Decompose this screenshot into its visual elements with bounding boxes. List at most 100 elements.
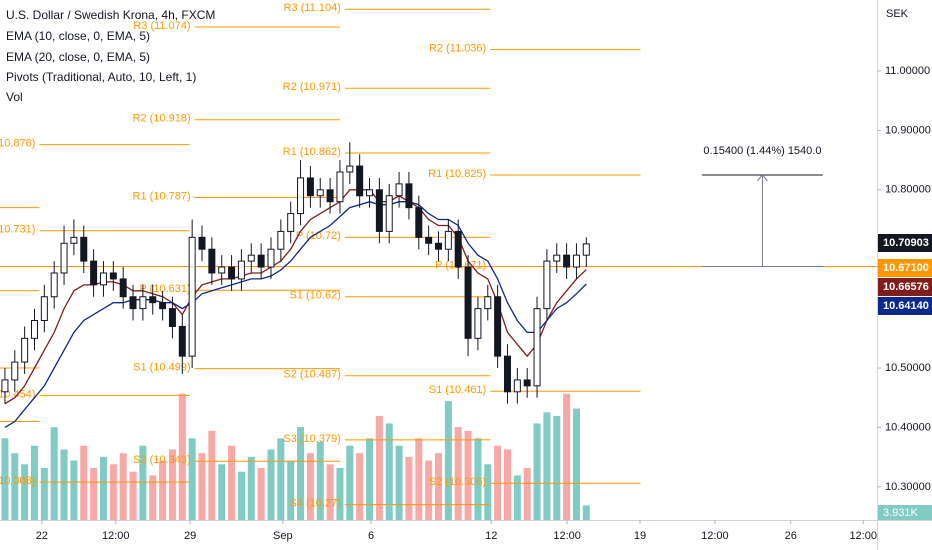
volume-bar [346, 445, 354, 520]
candle-body [444, 230, 452, 250]
candle-body [247, 254, 255, 262]
volume-bar [109, 464, 117, 520]
candle-body [435, 242, 442, 250]
volume-bar [208, 430, 216, 520]
x-tick-label: 12:00 [701, 530, 729, 542]
candle-body [198, 236, 206, 250]
candle-body [159, 302, 167, 310]
candle-body [464, 266, 472, 339]
volume-tag-label: 3.931K [883, 507, 919, 519]
volume-bar [385, 423, 393, 520]
pivot-label: S2 (10.308) [0, 475, 35, 487]
volume-bar [237, 471, 245, 520]
price-tag-label: 10.67100 [883, 262, 929, 274]
x-tick-label: 19 [634, 530, 646, 542]
candle-body [415, 207, 423, 238]
volume-bar [582, 505, 590, 520]
volume-bar [572, 408, 580, 520]
volume-bar [50, 427, 58, 520]
x-tick-label: 12:00 [102, 530, 130, 542]
volume-bar [40, 468, 48, 520]
volume-bar [287, 460, 295, 520]
candle-body [533, 308, 541, 387]
candle-body [188, 236, 196, 357]
volume-bar [543, 412, 551, 520]
volume-bar [356, 453, 364, 520]
candle-body [316, 189, 324, 197]
volume-bar [533, 423, 541, 520]
y-tick-label: 11.00000 [885, 65, 930, 77]
candle-body [178, 325, 186, 357]
legend-entry: EMA (20, close, 0, EMA, 5) [6, 50, 150, 64]
candle-body [208, 248, 216, 274]
candle-body [1, 379, 9, 393]
volume-bar [425, 460, 433, 520]
candle-body [543, 260, 551, 310]
price-tag-label: 10.66576 [883, 281, 929, 293]
volume-bar [198, 453, 206, 520]
volume-bar [60, 449, 68, 520]
plot-area: R1 (10.876)P (10.731)S1 (10.454)S2 (10.3… [0, 2, 877, 520]
candle-body [267, 248, 275, 268]
volume-bar [395, 445, 403, 520]
volume-bar [21, 464, 29, 520]
volume-bar [70, 460, 78, 520]
pivot-label: P (10.72) [296, 230, 341, 242]
pivot-label: R1 (10.862) [283, 146, 341, 158]
volume-bar [375, 416, 383, 520]
volume-bar [306, 453, 314, 520]
pivot-label: R3 (11.074) [133, 20, 190, 32]
volume-bar [484, 464, 492, 520]
candle-body [99, 272, 107, 286]
volume-bar [366, 438, 374, 520]
volume-bar [178, 393, 186, 520]
volume-bar [188, 438, 196, 520]
pivot-label: S3 (10.379) [283, 433, 340, 445]
candle-body [385, 195, 393, 232]
candle-body [563, 254, 571, 268]
candle-body [474, 308, 482, 339]
legend-entry: EMA (10, close, 0, EMA, 5) [6, 29, 150, 43]
price-tag [878, 278, 932, 296]
candle-body [356, 165, 364, 197]
candle-body [297, 177, 305, 215]
volume-bar [159, 460, 167, 520]
candle-body [40, 296, 48, 322]
candle-body [90, 260, 98, 286]
volume-bar [277, 438, 285, 520]
candle-body [326, 189, 334, 203]
x-tick-label: 12:00 [553, 530, 581, 542]
pivot-label: R1 (10.876) [0, 138, 35, 150]
candle-body [366, 189, 374, 197]
price-tag [878, 234, 932, 252]
pivot-label: P (10.631) [139, 283, 190, 295]
volume-bar [336, 468, 344, 520]
measure-arrowhead [757, 174, 768, 182]
candle-body [494, 296, 502, 357]
pivot-label: S1 (10.499) [133, 362, 190, 374]
volume-bar [326, 464, 334, 520]
candle-body [228, 266, 236, 280]
volume-bar [523, 468, 531, 520]
candle-body [513, 379, 521, 393]
volume-bar [454, 427, 462, 520]
candle-body [168, 308, 176, 327]
ema-line [4, 201, 587, 428]
pivot-label: S2 (10.306) [429, 476, 486, 488]
x-tick-label: 22 [36, 530, 48, 542]
x-tick-label: 29 [184, 530, 196, 542]
currency: SEK [886, 8, 909, 20]
volume-bar [149, 475, 157, 520]
candle-body [80, 236, 88, 262]
volume-bar [129, 471, 137, 520]
x-tick-label: 6 [368, 530, 374, 542]
price-tag [878, 259, 932, 277]
y-tick-label: 10.80000 [885, 184, 931, 196]
volume-bar [139, 445, 147, 520]
volume-bar [297, 427, 305, 520]
candle-body [553, 254, 561, 262]
pivot-label: R2 (10.918) [133, 113, 191, 125]
candle-body [425, 236, 433, 244]
candle-body [346, 165, 354, 173]
candle-body [129, 296, 137, 310]
